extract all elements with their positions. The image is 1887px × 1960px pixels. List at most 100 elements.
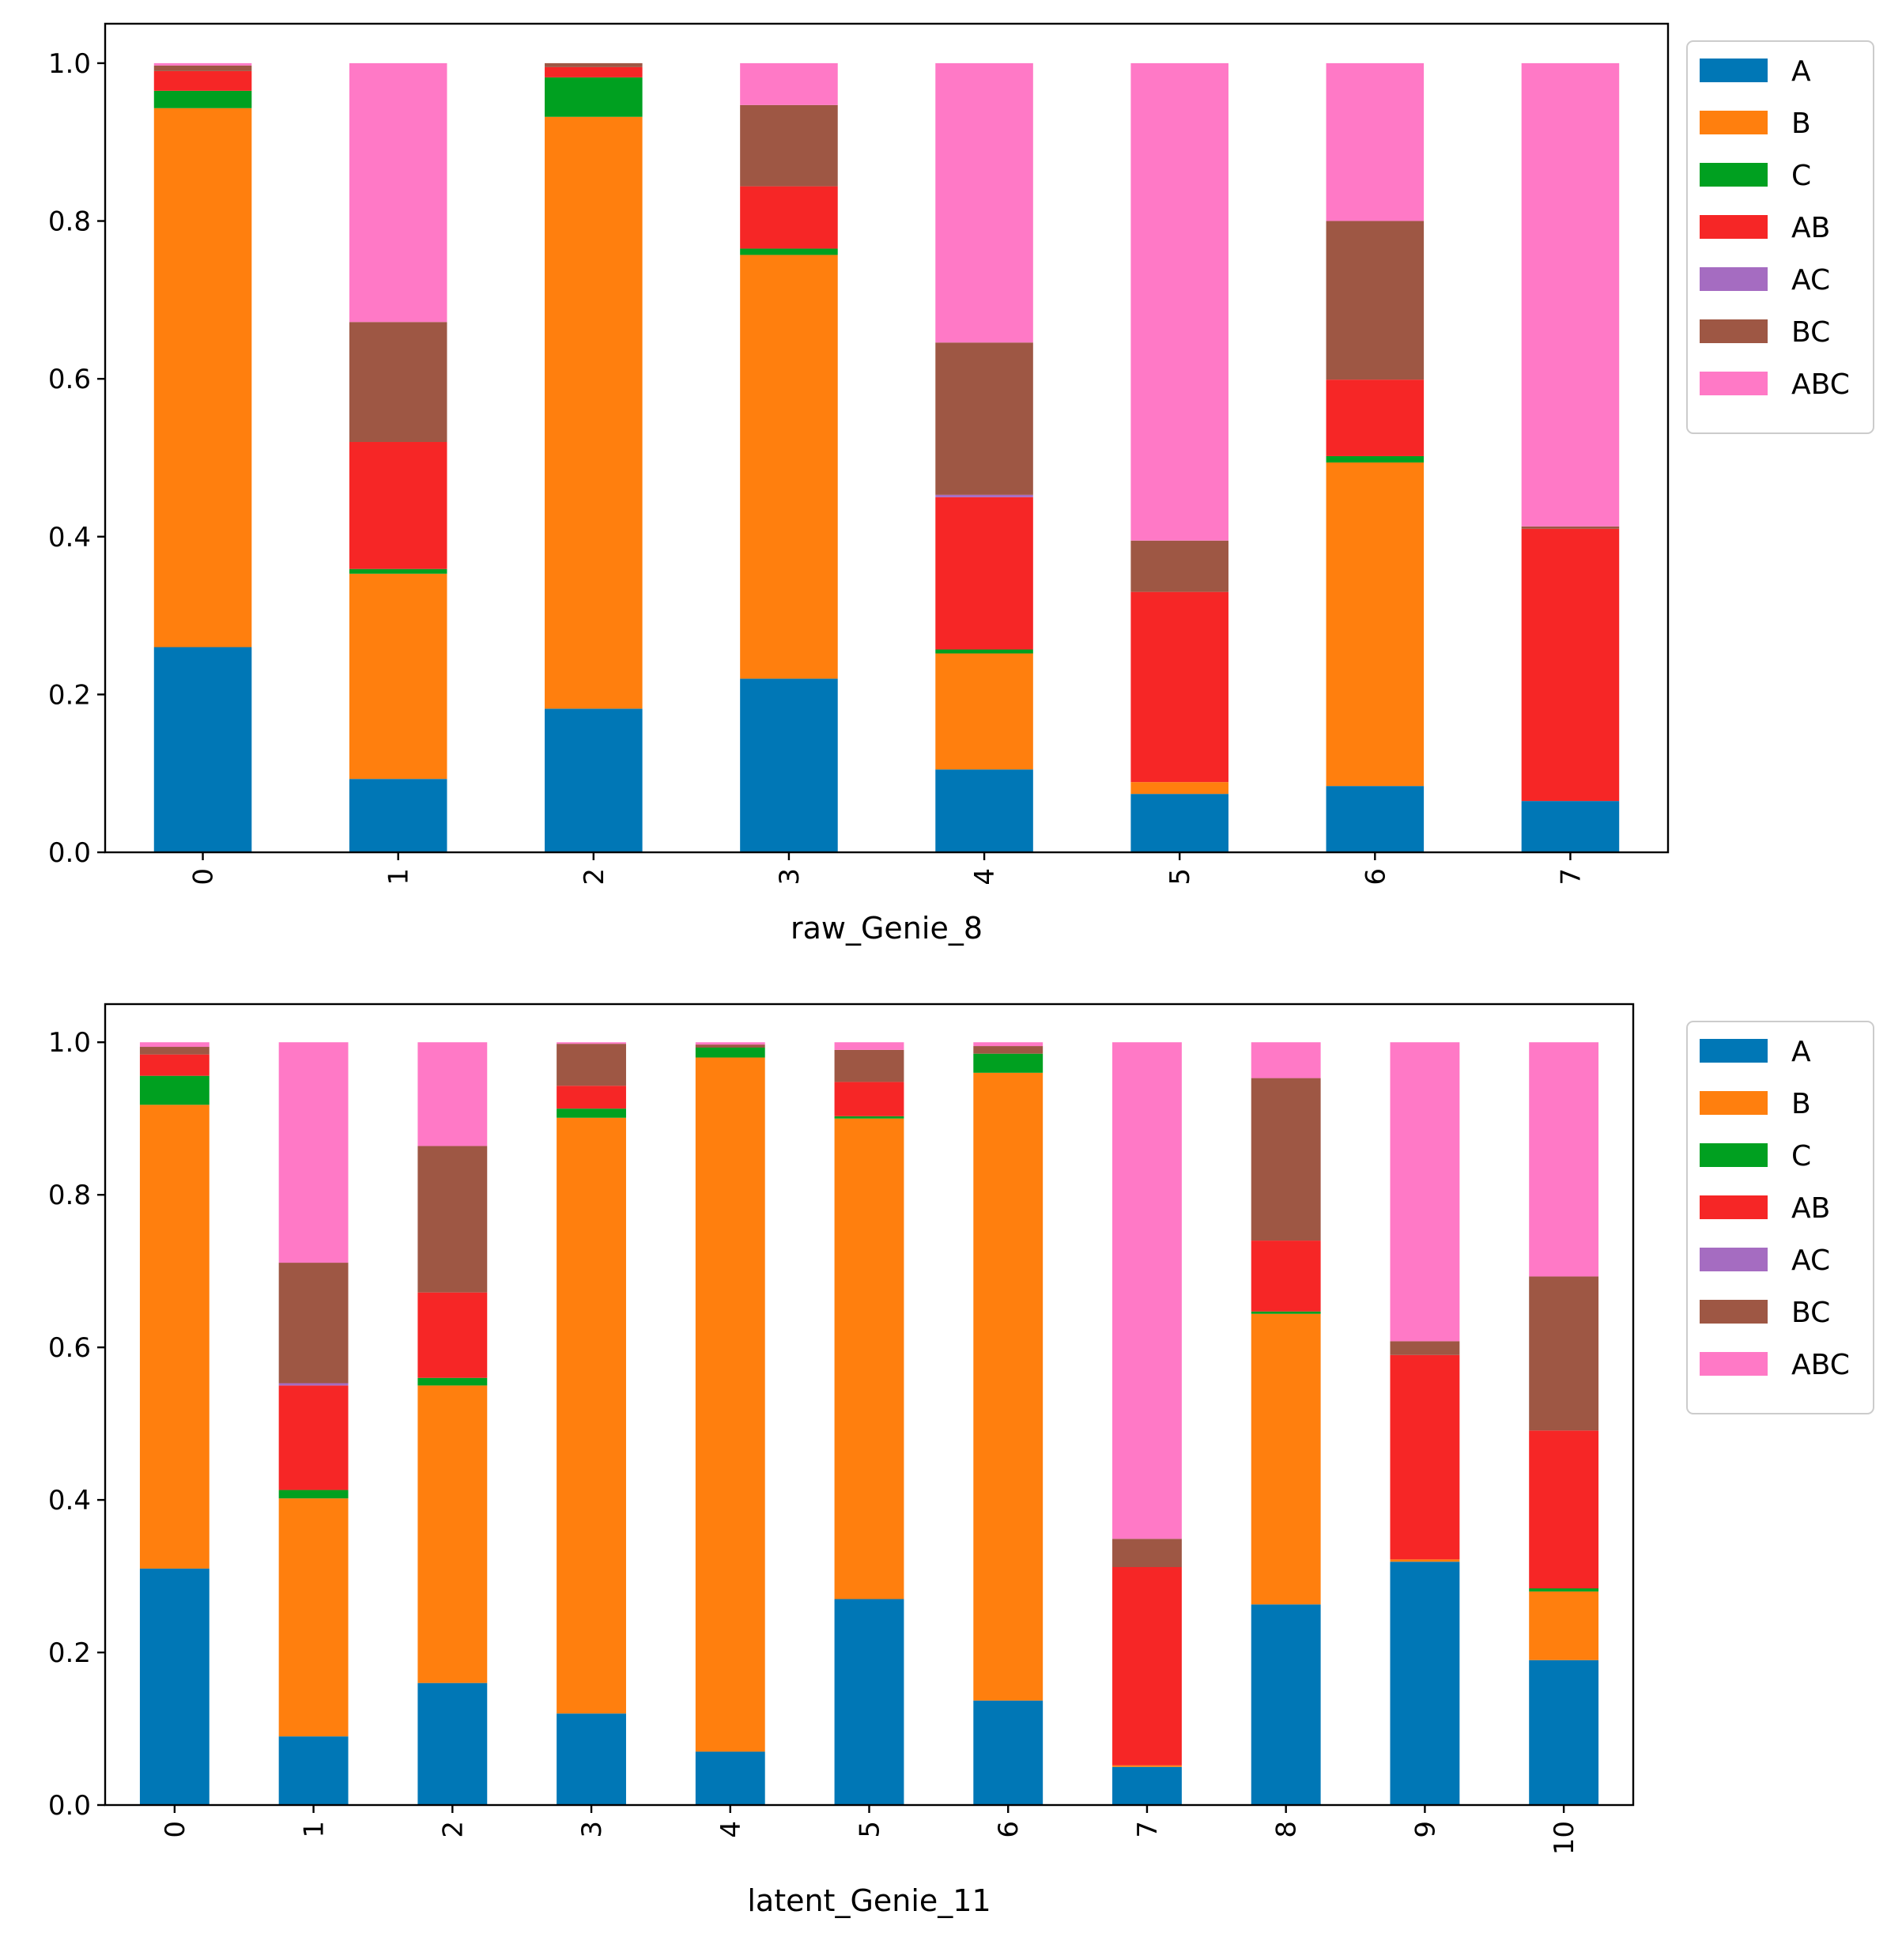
bar-segment-BC-cat-0 — [139, 1047, 209, 1055]
y-tick-label: 0.2 — [48, 1637, 91, 1669]
legend-swatch-B — [1700, 111, 1768, 134]
bar-segment-C-cat-8 — [1251, 1311, 1321, 1314]
bar-segment-B-cat-9 — [1390, 1559, 1460, 1562]
bar-segment-BC-cat-5 — [1130, 540, 1228, 592]
bar-segment-A-cat-1 — [349, 779, 447, 852]
x-tick-label: 4 — [715, 1821, 747, 1838]
bar-segment-BC-cat-3 — [740, 104, 838, 187]
bar-segment-AB-cat-0 — [153, 70, 252, 91]
y-tick-label: 0.8 — [48, 206, 91, 238]
legend-label-C: C — [1791, 1140, 1811, 1173]
y-tick-label: 0.4 — [48, 1485, 91, 1516]
bar-segment-BC-cat-9 — [1390, 1341, 1460, 1355]
legend-swatch-AC — [1700, 267, 1768, 291]
bar-segment-AB-cat-4 — [935, 497, 1033, 650]
legend-label-A: A — [1791, 55, 1811, 88]
legend-swatch-A — [1700, 59, 1768, 82]
x-tick-label: 1 — [299, 1821, 330, 1838]
legend-swatch-BC — [1700, 1300, 1768, 1324]
bar-segment-B-cat-10 — [1529, 1591, 1599, 1660]
bar-segment-BC-cat-7 — [1521, 526, 1620, 529]
x-tick-label: 9 — [1410, 1821, 1441, 1838]
bar-segment-BC-cat-0 — [153, 65, 252, 71]
bar-segment-AB-cat-8 — [1251, 1241, 1321, 1312]
bar-segment-C-cat-2 — [417, 1377, 488, 1386]
bar-segment-A-cat-8 — [1251, 1604, 1321, 1805]
bar-segment-B-cat-3 — [740, 255, 838, 679]
bar-segment-C-cat-6 — [1326, 455, 1425, 463]
x-tick-label: 3 — [774, 868, 806, 886]
y-tick-label: 0.0 — [48, 837, 91, 869]
legend-label-ABC: ABC — [1791, 368, 1850, 401]
bar-segment-A-cat-7 — [1521, 801, 1620, 852]
bar-segment-A-cat-0 — [153, 647, 252, 852]
bar-segment-AB-cat-5 — [834, 1082, 904, 1116]
y-tick-label: 0.0 — [48, 1790, 91, 1822]
x-tick-label: 5 — [1164, 868, 1196, 886]
legend-label-A: A — [1791, 1036, 1811, 1068]
bar-segment-AB-cat-3 — [557, 1086, 626, 1109]
bar-segment-ABC-cat-2 — [417, 1042, 488, 1146]
bar-segment-ABC-cat-8 — [1251, 1042, 1321, 1078]
legend-label-C: C — [1791, 160, 1811, 192]
legend-swatch-AB — [1700, 215, 1768, 239]
bar-segment-A-cat-6 — [973, 1700, 1044, 1805]
x-tick-label: 0 — [188, 868, 220, 886]
x-tick-label: 6 — [993, 1821, 1025, 1838]
x-tick-label: 4 — [969, 868, 1001, 886]
bar-segment-B-cat-0 — [139, 1105, 209, 1569]
bar-segment-ABC-cat-5 — [1130, 62, 1228, 541]
legend-swatch-ABC — [1700, 1352, 1768, 1376]
legend-swatch-C — [1700, 163, 1768, 187]
bar-segment-ABC-cat-6 — [973, 1042, 1044, 1047]
legend-swatch-B — [1700, 1091, 1768, 1115]
bar-segment-ABC-cat-0 — [153, 62, 252, 66]
legend-swatch-AC — [1700, 1248, 1768, 1271]
bar-segment-B-cat-2 — [417, 1385, 488, 1683]
x-tick-label: 2 — [437, 1821, 469, 1838]
bar-segment-ABC-cat-3 — [557, 1042, 626, 1044]
bar-segment-A-cat-3 — [740, 678, 838, 852]
bar-segment-BC-cat-6 — [973, 1046, 1044, 1054]
bar-segment-BC-cat-5 — [834, 1049, 904, 1082]
x-tick-label: 7 — [1132, 1821, 1164, 1838]
bar-segment-AB-cat-3 — [740, 186, 838, 249]
bar-segment-AB-cat-1 — [278, 1385, 349, 1490]
bar-segment-ABC-cat-3 — [740, 62, 838, 105]
bar-segment-B-cat-6 — [973, 1072, 1044, 1701]
bar-segment-ABC-cat-10 — [1529, 1042, 1599, 1277]
y-tick-label: 0.8 — [48, 1180, 91, 1211]
bar-segment-C-cat-3 — [557, 1108, 626, 1118]
chart-raw-genie-8: 0.00.20.40.60.81.00 1 2 3 4 5 6 7raw_Genie_8ABC… — [48, 22, 1874, 946]
legend-swatch-BC — [1700, 319, 1768, 343]
x-tick-label: 5 — [855, 1821, 886, 1838]
legend-swatch-ABC — [1700, 372, 1768, 395]
x-tick-label: 1 — [383, 868, 415, 886]
bar-segment-C-cat-1 — [349, 568, 447, 574]
bar-segment-A-cat-9 — [1390, 1562, 1460, 1805]
bar-segment-A-cat-5 — [834, 1599, 904, 1805]
legend-label-BC: BC — [1791, 1297, 1830, 1329]
bar-segment-A-cat-7 — [1112, 1766, 1182, 1805]
bar-segment-ABC-cat-5 — [834, 1042, 904, 1050]
bar-segment-ABC-cat-4 — [695, 1042, 765, 1045]
legend-label-B: B — [1791, 1088, 1811, 1120]
bar-segment-C-cat-3 — [740, 248, 838, 255]
bar-segment-A-cat-2 — [545, 708, 643, 852]
bar-segment-AB-cat-2 — [417, 1292, 488, 1378]
bar-segment-AB-cat-10 — [1529, 1430, 1599, 1589]
bar-segment-AB-cat-5 — [1130, 591, 1228, 783]
bar-segment-AB-cat-2 — [545, 66, 643, 77]
bar-segment-ABC-cat-6 — [1326, 62, 1425, 221]
bar-segment-C-cat-0 — [139, 1075, 209, 1105]
bar-segment-ABC-cat-7 — [1112, 1042, 1182, 1539]
bar-segment-BC-cat-3 — [557, 1044, 626, 1086]
bar-segment-A-cat-4 — [935, 769, 1033, 852]
bar-segment-C-cat-4 — [695, 1047, 765, 1058]
bar-segment-AB-cat-7 — [1521, 528, 1620, 802]
legend-label-B: B — [1791, 108, 1811, 140]
bar-segment-B-cat-1 — [278, 1498, 349, 1737]
bar-segment-ABC-cat-0 — [139, 1042, 209, 1048]
